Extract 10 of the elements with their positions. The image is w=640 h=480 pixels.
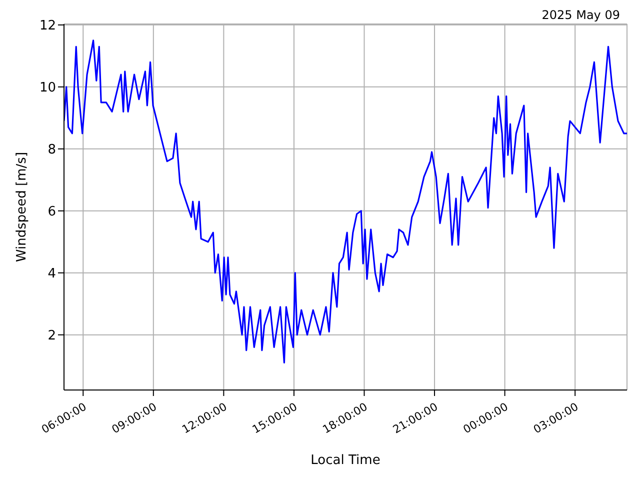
x-axis-title: Local Time <box>310 453 380 468</box>
y-tick-label: 10 <box>39 80 56 96</box>
chart-title: 2025 May 09 <box>542 8 620 22</box>
y-tick-label: 8 <box>48 142 56 158</box>
y-axis-title: Windspeed [m/s] <box>14 152 30 262</box>
y-tick-label: 12 <box>39 18 56 34</box>
line-series <box>64 40 627 364</box>
y-tick-label: 2 <box>48 328 56 344</box>
y-tick-label: 4 <box>48 266 56 282</box>
y-tick-label: 6 <box>48 204 56 220</box>
